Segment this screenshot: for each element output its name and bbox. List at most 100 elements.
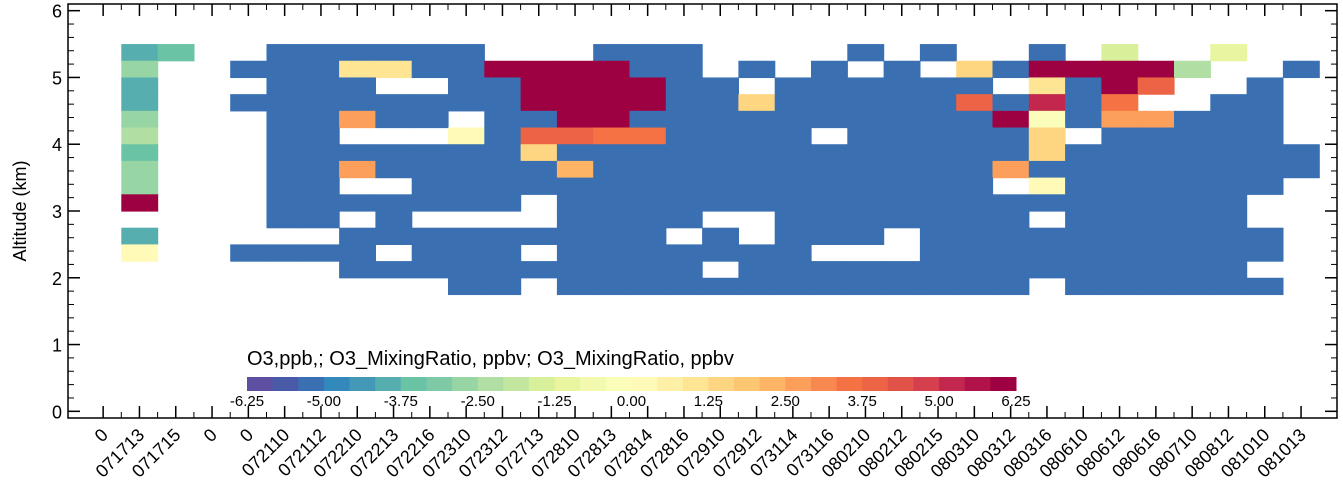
heatmap-cell (629, 211, 667, 229)
heatmap-cell (992, 277, 1030, 296)
colorbar-swatch (939, 377, 966, 391)
heatmap-cell (738, 277, 776, 296)
heatmap-cell (1246, 277, 1284, 296)
heatmap-cell (1028, 227, 1066, 245)
heatmap-cells (121, 44, 1320, 296)
heatmap-cell (847, 177, 885, 195)
heatmap-cell (665, 177, 703, 195)
heatmap-cell (121, 60, 159, 79)
heatmap-cell (1137, 144, 1175, 162)
heatmap-cell (956, 194, 994, 212)
heatmap-cell (811, 77, 848, 95)
heatmap-cell (774, 227, 812, 245)
heatmap-cell (1137, 110, 1175, 129)
heatmap-cell (811, 94, 848, 112)
heatmap-cell (883, 127, 921, 145)
heatmap-cell (448, 127, 485, 145)
heatmap-cell (339, 160, 376, 179)
heatmap-cell (1028, 77, 1066, 95)
heatmap-cell (774, 211, 812, 229)
heatmap-cell (121, 177, 159, 195)
heatmap-cell (302, 244, 340, 262)
colorbar-swatch (964, 377, 991, 391)
heatmap-cell (702, 110, 739, 129)
heatmap-cell (1028, 160, 1066, 179)
heatmap-cell (121, 144, 159, 162)
heatmap-cell (738, 60, 776, 79)
heatmap-cell (266, 160, 304, 179)
heatmap-cell (448, 227, 485, 245)
colorbar-swatch (836, 377, 863, 391)
colorbar-swatch (785, 377, 812, 391)
heatmap-cell (1028, 94, 1066, 112)
heatmap-cell (556, 110, 594, 129)
heatmap-cell (811, 144, 848, 162)
heatmap-cell (448, 44, 485, 62)
heatmap-cell (1210, 127, 1248, 145)
heatmap-cell (230, 60, 268, 79)
heatmap-cell (919, 144, 957, 162)
heatmap-cell (556, 261, 594, 279)
heatmap-cell (1246, 227, 1284, 245)
heatmap-cell (448, 94, 485, 112)
heatmap-cell (1101, 160, 1139, 179)
colorbar-tick-label: 3.75 (848, 393, 877, 410)
heatmap-cell (665, 194, 703, 212)
heatmap-cell (992, 94, 1030, 112)
heatmap-cell (411, 160, 449, 179)
heatmap-cell (1101, 194, 1139, 212)
heatmap-cell (665, 261, 703, 279)
heatmap-cell (738, 177, 776, 195)
y-tick-label: 5 (52, 68, 62, 88)
heatmap-cell (1137, 277, 1175, 296)
heatmap-cell (266, 144, 304, 162)
heatmap-cell (1174, 110, 1211, 129)
heatmap-cell (992, 60, 1030, 79)
heatmap-cell (1246, 94, 1284, 112)
heatmap-cell (1210, 244, 1248, 262)
heatmap-cell (847, 261, 885, 279)
heatmap-cell (520, 261, 558, 279)
heatmap-cell (883, 277, 921, 296)
heatmap-cell (702, 194, 739, 212)
y-tick-label: 4 (52, 135, 62, 155)
heatmap-cell (1137, 60, 1175, 79)
heatmap-cell (1210, 110, 1248, 129)
heatmap-cell (774, 160, 812, 179)
heatmap-cell (1137, 160, 1175, 179)
heatmap-cell (956, 144, 994, 162)
heatmap-cell (593, 227, 631, 245)
heatmap-cell (629, 94, 667, 112)
colorbar-tick-label: -6.25 (230, 393, 264, 410)
colorbar-tick-label: -3.75 (384, 393, 418, 410)
heatmap-cell (1065, 177, 1102, 195)
heatmap-cell (484, 127, 522, 145)
colorbar-swatch (708, 377, 735, 391)
heatmap-cell (157, 44, 195, 62)
heatmap-cell (448, 261, 485, 279)
heatmap-cell (847, 44, 885, 62)
heatmap-cell (1101, 244, 1139, 262)
heatmap-cell (375, 44, 413, 62)
heatmap-cell (593, 94, 631, 112)
heatmap-cell (266, 77, 304, 95)
heatmap-cell (919, 160, 957, 179)
heatmap-cell (956, 261, 994, 279)
heatmap-cell (266, 211, 304, 229)
heatmap-cell (1101, 127, 1139, 145)
heatmap-cell (811, 261, 848, 279)
heatmap-cell (1174, 277, 1211, 296)
heatmap-cell (847, 211, 885, 229)
heatmap-cell (593, 160, 631, 179)
heatmap-cell (411, 144, 449, 162)
heatmap-cell (1028, 177, 1066, 195)
heatmap-cell (1028, 194, 1066, 212)
heatmap-cell (1246, 144, 1284, 162)
heatmap-cell (629, 194, 667, 212)
heatmap-cell (339, 144, 376, 162)
heatmap-cell (1028, 44, 1066, 62)
heatmap-cell (1174, 144, 1211, 162)
heatmap-cell (484, 194, 522, 212)
heatmap-cell (629, 144, 667, 162)
heatmap-cell (448, 244, 485, 262)
